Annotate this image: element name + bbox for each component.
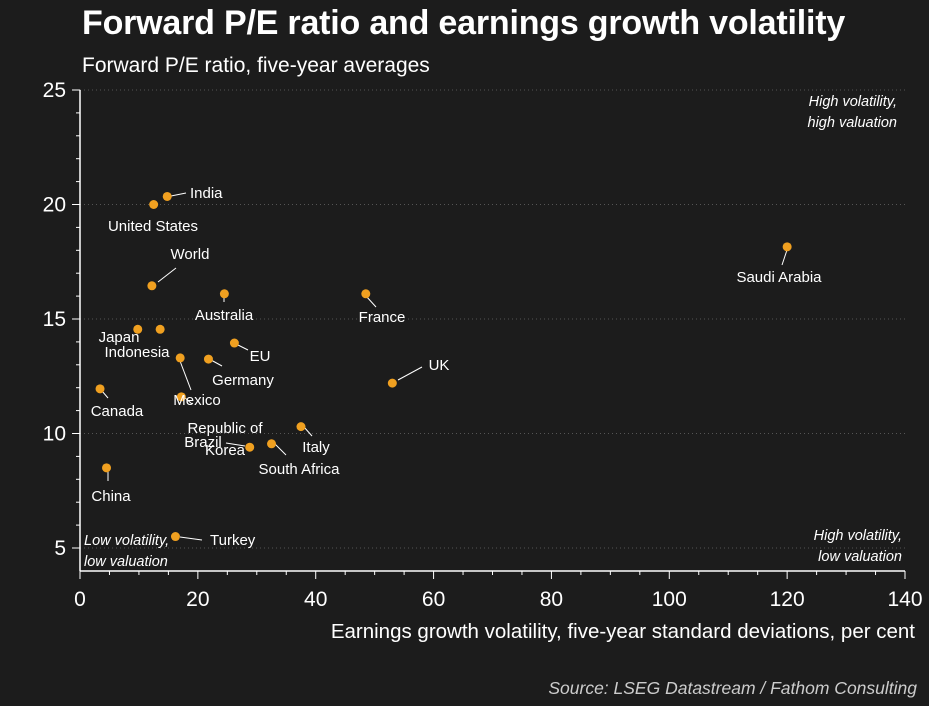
x-tick-label: 40: [304, 588, 327, 611]
data-point: [245, 442, 255, 452]
point-label: Brazil: [184, 434, 222, 451]
y-tick-label: 5: [54, 537, 66, 560]
leader-line: [274, 443, 287, 456]
data-point: [170, 532, 180, 542]
corner-annotation-bottom-left: Low volatility,: [84, 533, 169, 549]
point-label: Germany: [212, 372, 274, 389]
point-label: South Africa: [259, 461, 341, 478]
point-label: Turkey: [210, 532, 256, 549]
data-point: [296, 422, 306, 432]
data-point: [155, 324, 165, 334]
point-label: Korea: [205, 442, 246, 459]
corner-annotation-bottom-right: High volatility,: [814, 528, 902, 544]
leader-line: [179, 536, 203, 541]
corner-annotation-top-right: high valuation: [808, 115, 898, 131]
point-label: Mexico: [173, 392, 221, 409]
x-tick-label: 140: [887, 588, 922, 611]
point-label: Japan: [99, 329, 140, 346]
point-label: Saudi Arabia: [736, 269, 822, 286]
leader-line: [237, 344, 249, 351]
point-label: United States: [108, 218, 198, 235]
data-point: [175, 353, 185, 363]
data-point: [782, 242, 792, 252]
leader-line: [303, 426, 313, 437]
corner-annotation-top-right: High volatility,: [809, 94, 897, 110]
data-point: [229, 338, 239, 348]
data-point: [133, 324, 143, 334]
source-note: Source: LSEG Datastream / Fathom Consult…: [548, 678, 917, 698]
corner-annotation-bottom-left: low valuation: [84, 554, 168, 570]
point-label: Australia: [195, 307, 254, 324]
point-label: Italy: [302, 439, 330, 456]
point-label: UK: [429, 357, 450, 374]
data-point: [95, 384, 105, 394]
x-tick-label: 80: [540, 588, 563, 611]
x-tick-label: 20: [186, 588, 209, 611]
leader-line: [397, 366, 423, 381]
point-label: India: [190, 185, 223, 202]
x-axis-label: Earnings growth volatility, five-year st…: [330, 620, 915, 643]
y-tick-label: 25: [43, 79, 66, 102]
data-point: [176, 392, 186, 402]
point-label: EU: [250, 348, 271, 365]
point-label: World: [171, 246, 210, 263]
x-tick-label: 0: [74, 588, 86, 611]
y-tick-label: 15: [43, 308, 66, 331]
data-point: [361, 289, 371, 299]
point-label: France: [359, 309, 406, 326]
point-label: Indonesia: [104, 344, 170, 361]
leader-line: [781, 249, 788, 266]
data-point: [149, 200, 159, 209]
chart-subtitle: Forward P/E ratio, five-year averages: [82, 54, 430, 77]
data-point: [203, 354, 213, 364]
leader-line: [157, 267, 177, 283]
corner-annotation-bottom-right: low valuation: [818, 549, 902, 565]
point-label: Canada: [91, 403, 144, 420]
data-point: [387, 378, 397, 388]
leader-line: [210, 359, 223, 367]
leader-line: [179, 360, 192, 391]
x-tick-label: 120: [770, 588, 805, 611]
chart-title: Forward P/E ratio and earnings growth vo…: [82, 4, 846, 42]
y-tick-label: 20: [43, 194, 66, 217]
x-tick-label: 60: [422, 588, 445, 611]
point-label: China: [91, 488, 131, 505]
data-point: [267, 439, 277, 449]
leader-line: [225, 442, 246, 447]
leader-line: [170, 192, 187, 197]
data-point: [102, 463, 112, 473]
x-tick-label: 100: [652, 588, 687, 611]
data-point: [219, 289, 229, 299]
data-point: [147, 281, 157, 291]
point-label: Republic of: [187, 420, 263, 437]
y-tick-label: 10: [43, 423, 66, 446]
data-point: [162, 191, 172, 201]
